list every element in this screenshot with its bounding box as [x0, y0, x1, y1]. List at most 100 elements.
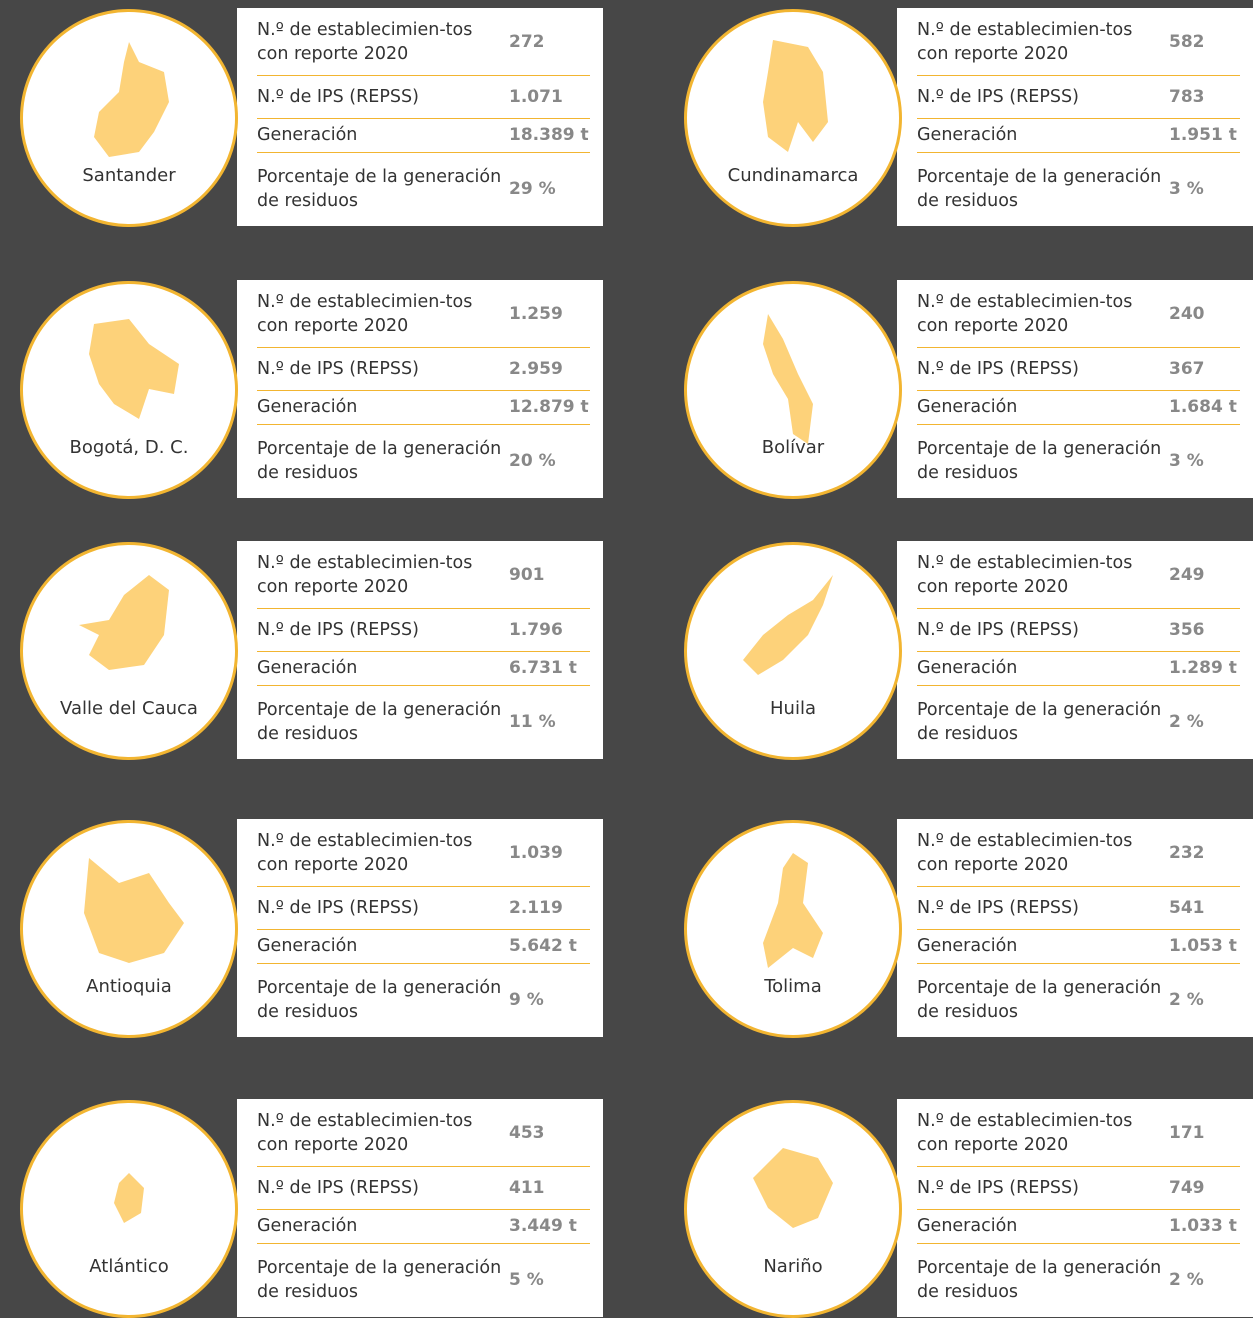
stat-label: Generación: [257, 936, 358, 956]
stat-value: 541: [1169, 897, 1205, 918]
stat-label: Generación: [917, 658, 1018, 678]
stat-label: N.º de establecimien-tos con reporte 202…: [917, 291, 1133, 336]
region-circle: Antioquia: [20, 820, 238, 1038]
map-shape: [84, 858, 184, 963]
region-name: Nariño: [763, 1256, 823, 1277]
stat-row: Generación 12.879 t: [257, 390, 590, 425]
stat-row: Porcentaje de la generación de residuos 1…: [257, 685, 590, 759]
stat-label: Porcentaje de la generación de residuos: [917, 439, 1162, 483]
stat-row: Generación 5.642 t: [257, 929, 590, 964]
stat-label: Porcentaje de la generación de residuos: [257, 978, 502, 1022]
stat-value: 783: [1169, 86, 1205, 107]
region-circle: Huila: [684, 542, 902, 760]
stat-row: N.º de establecimien-tos con reporte 202…: [917, 819, 1240, 887]
stat-value: 1.259: [509, 303, 563, 324]
region-name: Bolívar: [761, 437, 825, 458]
card-box: N.º de establecimien-tos con reporte 202…: [897, 541, 1253, 759]
stat-value: 582: [1169, 31, 1205, 52]
stat-label: N.º de IPS (REPSS): [917, 358, 1079, 379]
region-circle: Cundinamarca: [684, 9, 902, 227]
stat-value: 18.389 t: [509, 125, 589, 145]
stat-label: N.º de establecimien-tos con reporte 202…: [257, 1110, 473, 1155]
stat-row: Generación 3.449 t: [257, 1209, 590, 1244]
region-circle: Tolima: [684, 820, 902, 1038]
stat-row: Porcentaje de la generación de residuos 2…: [257, 424, 590, 498]
stat-value: 2.119: [509, 897, 563, 918]
region-name: Cundinamarca: [727, 165, 859, 186]
stat-label: Porcentaje de la generación de residuos: [257, 167, 502, 211]
map-shape: [89, 319, 179, 419]
stat-value: 6.731 t: [509, 658, 577, 678]
stat-value: 901: [509, 564, 545, 585]
stat-label: N.º de IPS (REPSS): [257, 897, 419, 918]
stat-value: 1.951 t: [1169, 125, 1237, 145]
card-box: N.º de establecimien-tos con reporte 202…: [897, 8, 1253, 226]
stat-row: N.º de establecimien-tos con reporte 202…: [917, 1099, 1240, 1167]
region-outline: [763, 40, 828, 152]
map-shape: [753, 1148, 833, 1228]
region-name: Santander: [82, 165, 176, 186]
stat-label: N.º de establecimien-tos con reporte 202…: [257, 291, 473, 336]
stat-label: Porcentaje de la generación de residuos: [257, 439, 502, 483]
map-shape: [743, 575, 833, 675]
stat-row: Porcentaje de la generación de residuos 2…: [917, 685, 1240, 759]
region-outline: [763, 853, 823, 968]
stat-value: 240: [1169, 303, 1205, 324]
region-name: Huila: [770, 698, 816, 719]
stat-value: 272: [509, 31, 545, 52]
stat-value: 2 %: [1169, 990, 1204, 1010]
stat-row: N.º de establecimien-tos con reporte 202…: [257, 1099, 590, 1167]
region-circle: Bogotá, D. C.: [20, 281, 238, 499]
stat-row: N.º de IPS (REPSS) 2.959: [257, 347, 590, 391]
region-circle: Atlántico: [20, 1100, 238, 1318]
region-outline: [79, 575, 169, 670]
map-shape: [94, 42, 169, 157]
stat-label: Generación: [257, 658, 358, 678]
stat-row: Porcentaje de la generación de residuos 2…: [257, 152, 590, 226]
stat-row: N.º de IPS (REPSS) 541: [917, 886, 1240, 930]
stat-row: Generación 18.389 t: [257, 118, 590, 153]
stat-label: Generación: [917, 125, 1018, 145]
stat-row: Porcentaje de la generación de residuos 3…: [917, 424, 1240, 498]
stat-label: N.º de IPS (REPSS): [257, 358, 419, 379]
stat-row: Porcentaje de la generación de residuos 5…: [257, 1243, 590, 1317]
stat-label: Generación: [257, 1216, 358, 1236]
stat-row: N.º de IPS (REPSS) 749: [917, 1166, 1240, 1210]
stat-row: N.º de establecimien-tos con reporte 202…: [257, 819, 590, 887]
stat-label: N.º de establecimien-tos con reporte 202…: [257, 19, 473, 64]
stat-value: 171: [1169, 1122, 1205, 1143]
stat-row: N.º de IPS (REPSS) 356: [917, 608, 1240, 652]
stat-value: 1.071: [509, 86, 563, 107]
stat-row: Generación 1.033 t: [917, 1209, 1240, 1244]
stat-value: 1.053 t: [1169, 936, 1237, 956]
stat-row: N.º de IPS (REPSS) 783: [917, 75, 1240, 119]
card-box: N.º de establecimien-tos con reporte 202…: [237, 1099, 603, 1317]
stat-label: N.º de IPS (REPSS): [917, 1177, 1079, 1198]
stat-label: Generación: [257, 125, 358, 145]
stat-value: 1.684 t: [1169, 397, 1237, 417]
stat-value: 9 %: [509, 990, 544, 1010]
stat-label: N.º de establecimien-tos con reporte 202…: [917, 552, 1133, 597]
stat-label: N.º de establecimien-tos con reporte 202…: [257, 552, 473, 597]
stat-label: N.º de establecimien-tos con reporte 202…: [917, 1110, 1133, 1155]
stat-row: N.º de IPS (REPSS) 2.119: [257, 886, 590, 930]
stat-row: N.º de establecimien-tos con reporte 202…: [917, 8, 1240, 76]
card-box: N.º de establecimien-tos con reporte 202…: [237, 819, 603, 1037]
stat-label: Porcentaje de la generación de residuos: [917, 700, 1162, 744]
stat-label: N.º de IPS (REPSS): [917, 897, 1079, 918]
stat-label: N.º de IPS (REPSS): [917, 619, 1079, 640]
map-shape: [114, 1173, 144, 1223]
stat-value: 1.039: [509, 842, 563, 863]
stat-label: N.º de IPS (REPSS): [257, 86, 419, 107]
region-name: Tolima: [764, 976, 822, 997]
stat-row: Generación 1.289 t: [917, 651, 1240, 686]
stat-value: 1.796: [509, 619, 563, 640]
stat-label: Generación: [257, 397, 358, 417]
stat-label: N.º de IPS (REPSS): [257, 619, 419, 640]
stat-row: Generación 1.951 t: [917, 118, 1240, 153]
stat-value: 20 %: [509, 451, 556, 471]
stat-row: N.º de establecimien-tos con reporte 202…: [257, 541, 590, 609]
stat-value: 1.289 t: [1169, 658, 1237, 678]
stat-value: 249: [1169, 564, 1205, 585]
